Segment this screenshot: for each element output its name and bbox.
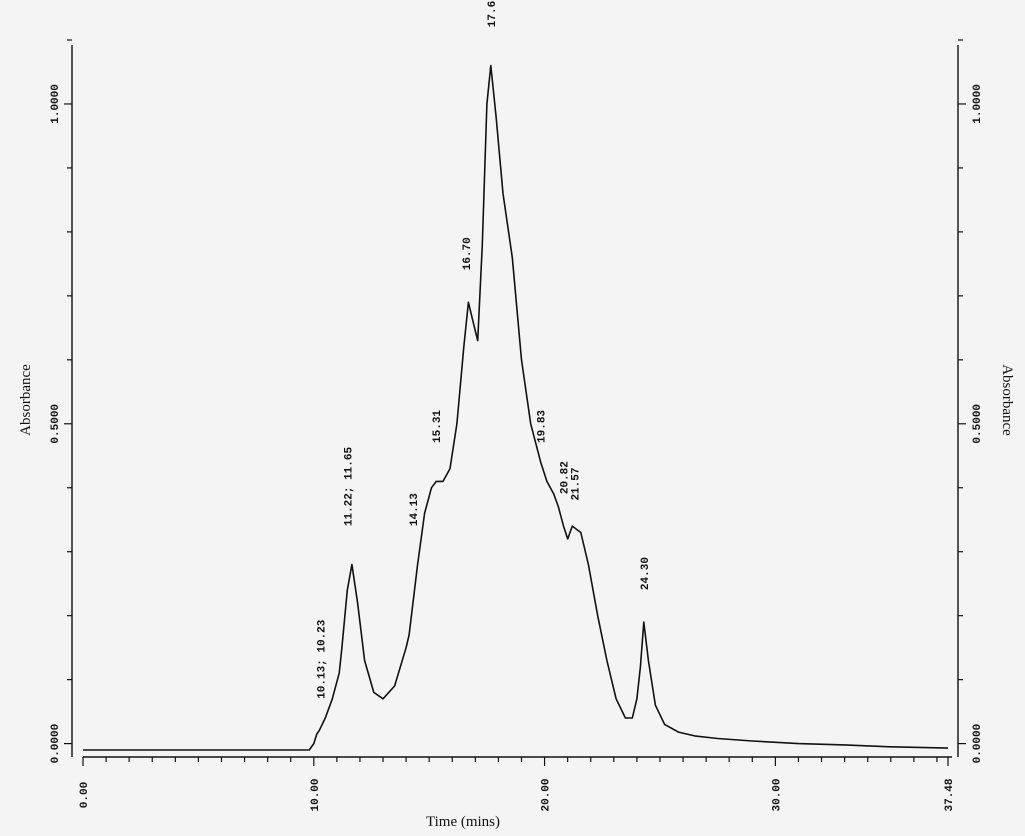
peak-label: 10.13; 10.23 bbox=[317, 619, 329, 699]
x-axis-title: Time (mins) bbox=[426, 814, 500, 830]
peak-label: 14.13 bbox=[409, 493, 421, 526]
peak-label: 20.82 bbox=[560, 461, 572, 494]
peak-label: 17.67 bbox=[487, 0, 499, 27]
x-tick-label: 37.48 bbox=[944, 778, 956, 811]
y-axis-title-left: Absorbance bbox=[18, 364, 34, 436]
peak-label: 15.31 bbox=[432, 410, 444, 443]
y-axis-title-right: Absorbance bbox=[999, 364, 1015, 436]
y-tick-label-left: 0.0000 bbox=[50, 724, 62, 764]
y-tick-label-left: 0.5000 bbox=[50, 404, 62, 444]
peak-label: 21.57 bbox=[571, 468, 583, 501]
x-tick-label: 0.00 bbox=[79, 782, 91, 808]
y-tick-label-left: 1.0000 bbox=[50, 84, 62, 124]
x-tick-label: 20.00 bbox=[541, 778, 553, 811]
y-tick-label-right: 1.0000 bbox=[972, 84, 984, 124]
x-tick-label: 10.00 bbox=[310, 778, 322, 811]
peak-label: 11.22; 11.65 bbox=[343, 447, 355, 527]
peak-label: 19.83 bbox=[537, 410, 549, 443]
x-tick-label: 30.00 bbox=[771, 778, 783, 811]
y-tick-label-right: 0.5000 bbox=[972, 404, 984, 444]
peak-label: 24.30 bbox=[640, 557, 652, 590]
y-tick-label-right: 0.0000 bbox=[972, 724, 984, 764]
peak-label: 16.70 bbox=[462, 237, 474, 270]
chromatogram-trace bbox=[83, 64, 949, 751]
